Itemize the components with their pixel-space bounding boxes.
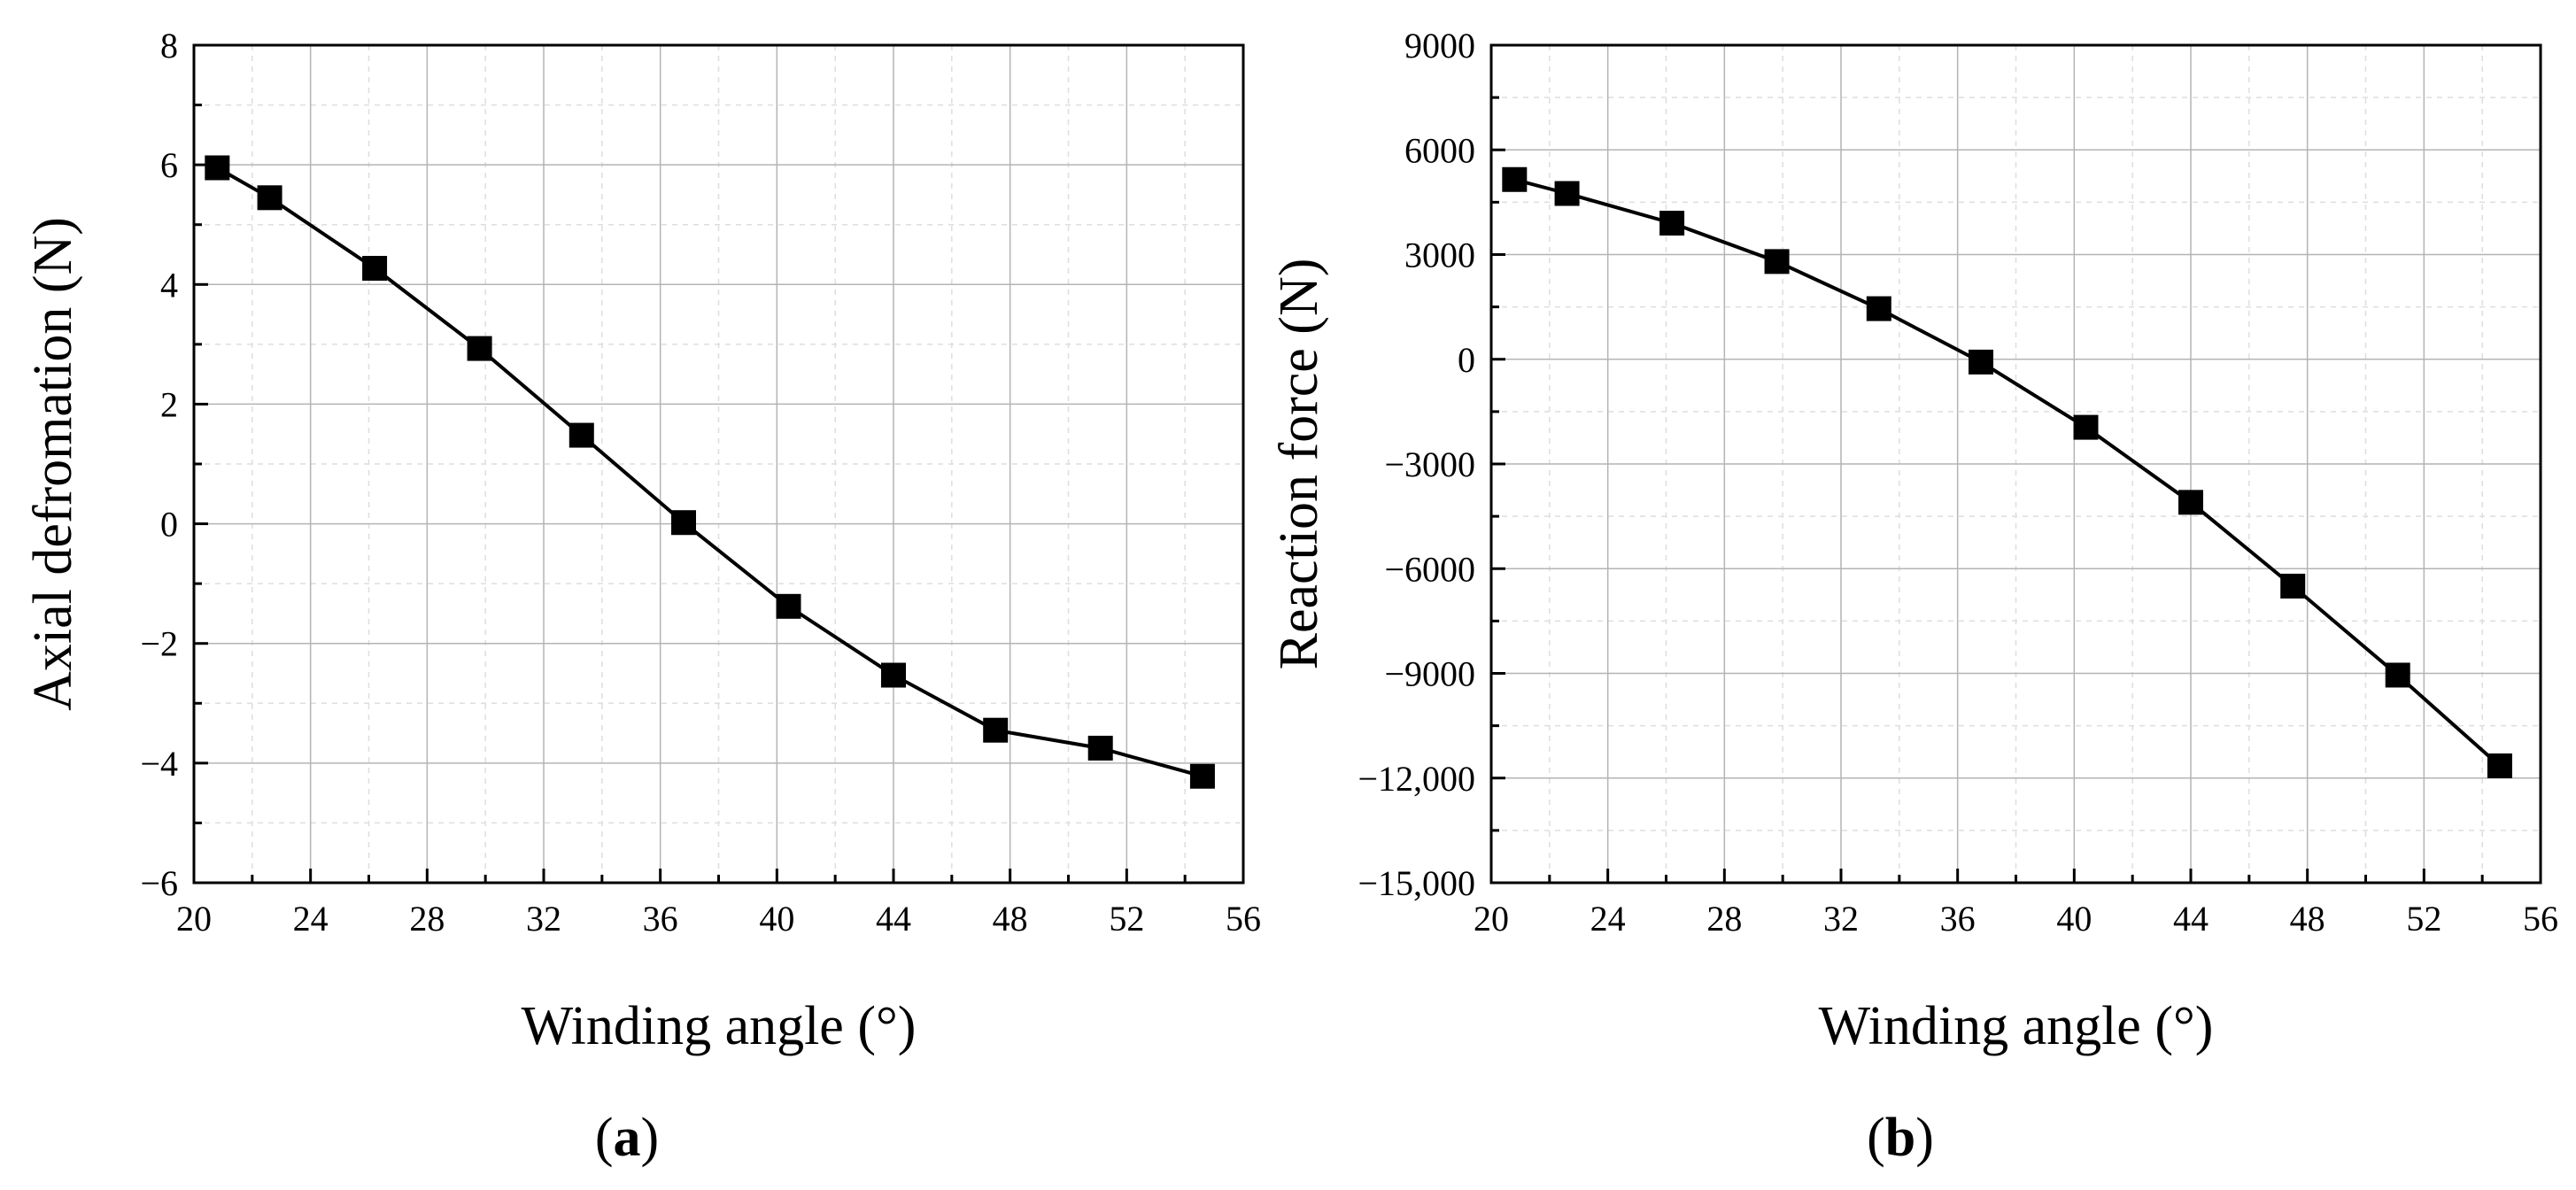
panel-a-y-tick-labels: 8 6 4 2 0 −2 −4 −6 [140, 26, 178, 903]
panel-a-y-tick-label: 6 [160, 145, 178, 185]
panel-b-x-tick-label: 28 [1706, 899, 1742, 939]
panel-b-x-tick-label: 48 [2290, 899, 2325, 939]
panel-a-y-tick-label: −2 [140, 624, 178, 664]
panel-a-y-tick-label: −4 [140, 744, 178, 784]
panel-b-x-tick-label: 44 [2173, 899, 2209, 939]
panel-a-data-point-0 [205, 155, 230, 181]
panel-a-x-tick-label: 24 [293, 899, 329, 939]
panel-a-data-point-5 [671, 510, 696, 536]
panel-b-data-point-0 [1502, 166, 1528, 192]
panel-b-y-tick-labels: 9000 6000 3000 0 −3000 −6000 −9000 −12,000 −15,0… [1358, 26, 1475, 903]
panel-b-x-tick-label: 32 [1823, 899, 1859, 939]
panel-b-y-tick-label: 9000 [1404, 26, 1475, 66]
panel-b-label-close-paren: ) [1915, 1108, 1934, 1168]
panel-a-y-tick-label: 2 [160, 384, 178, 424]
panel-b-data-point-6 [2073, 414, 2099, 440]
panel-b-y-tick-label: −12,000 [1358, 759, 1475, 799]
panel-b-data-point-3 [1764, 249, 1790, 274]
panel-b-y-tick-label: −3000 [1384, 444, 1475, 484]
panel-a-y-tick-label: −6 [140, 863, 178, 903]
panel-b-y-tick-label: −9000 [1384, 654, 1475, 694]
panel-b-chart: 20 24 28 32 36 40 44 48 52 56 9000 6000 3000 0 −3000 −… [1269, 26, 2558, 1168]
panel-b-data-point-7 [2178, 490, 2203, 515]
panel-a-x-axis-title: Winding angle (°) [522, 996, 917, 1056]
panel-a-x-tick-label: 40 [759, 899, 794, 939]
panel-a-y-tick-label: 8 [160, 26, 178, 66]
panel-b-x-tick-label: 40 [2056, 899, 2092, 939]
panel-a-data-point-1 [257, 185, 282, 211]
panel-b-data-point-4 [1866, 296, 1891, 321]
panel-b-series-line [1513, 177, 2502, 768]
panel-a-x-tick-label: 36 [643, 899, 678, 939]
panel-a-label-open-paren: ( [595, 1108, 614, 1168]
panel-a-data-point-2 [362, 256, 388, 282]
panel-a-x-tick-label: 52 [1109, 899, 1144, 939]
panel-a-data-point-7 [881, 662, 906, 688]
panel-a-data-point-3 [467, 336, 492, 361]
panel-a-y-tick-label: 4 [160, 265, 178, 305]
panel-a-y-tick-label: 0 [160, 505, 178, 545]
panel-a-data-point-8 [983, 717, 1009, 743]
panel-a-data-point-6 [776, 593, 801, 619]
panel-b-y-axis-title: Reaction force (N) [1269, 259, 1329, 670]
panel-b-x-tick-label: 36 [1940, 899, 1976, 939]
panel-b-data-point-10 [2487, 753, 2512, 778]
panel-b-label: (b) [1867, 1108, 1934, 1168]
panel-b-x-tick-label: 56 [2523, 899, 2558, 939]
panel-b-data-point-1 [1554, 181, 1580, 206]
panel-b-x-tick-label: 20 [1474, 899, 1509, 939]
panel-b-y-tick-label: 3000 [1404, 236, 1475, 275]
panel-a-x-tick-label: 32 [526, 899, 561, 939]
panel-b-label-letter: b [1885, 1108, 1915, 1168]
panel-b-label-open-paren: ( [1867, 1108, 1885, 1168]
panel-b-markers [1502, 166, 2512, 778]
panel-b-data-point-2 [1659, 211, 1685, 236]
panel-a-data-point-10 [1189, 763, 1215, 789]
panel-a-markers [205, 155, 1215, 789]
panel-a-data-point-4 [569, 422, 594, 448]
panel-a-ticks [192, 43, 1245, 885]
panel-a-data-point-9 [1087, 735, 1113, 761]
panel-b-x-axis-title: Winding angle (°) [1819, 996, 2214, 1056]
panel-a-x-tick-label: 48 [993, 899, 1028, 939]
panel-a-x-tick-label: 28 [409, 899, 445, 939]
panel-a-label: (a) [595, 1108, 659, 1168]
panel-a-x-tick-label: 20 [176, 899, 212, 939]
panel-a-x-tick-labels: 20 24 28 32 36 40 44 48 52 56 [176, 899, 1261, 939]
panel-b-data-point-8 [2280, 573, 2306, 599]
panel-b-y-tick-label: −6000 [1384, 549, 1475, 589]
panel-a-label-close-paren: ) [641, 1108, 660, 1168]
panel-b-x-tick-label: 24 [1590, 899, 1626, 939]
panel-a-label-letter: a [614, 1108, 641, 1168]
panel-a-y-axis-title: Axial defromation (N) [23, 217, 83, 711]
panel-b-data-point-5 [1969, 349, 1993, 375]
panel-b-grid [1491, 45, 2541, 883]
panel-a-grid [194, 45, 1243, 883]
panel-b-x-tick-labels: 20 24 28 32 36 40 44 48 52 56 [1474, 899, 2558, 939]
panel-b-y-tick-label: 0 [1458, 340, 1475, 380]
panel-a-x-tick-label: 56 [1226, 899, 1261, 939]
panel-b-y-tick-label: 6000 [1404, 130, 1475, 170]
panel-b-x-tick-label: 52 [2406, 899, 2441, 939]
panel-a-x-tick-label: 44 [876, 899, 911, 939]
panel-b-y-tick-label: −15,000 [1358, 863, 1475, 903]
panel-b-data-point-9 [2385, 662, 2410, 688]
panel-b-ticks [1489, 43, 2542, 885]
